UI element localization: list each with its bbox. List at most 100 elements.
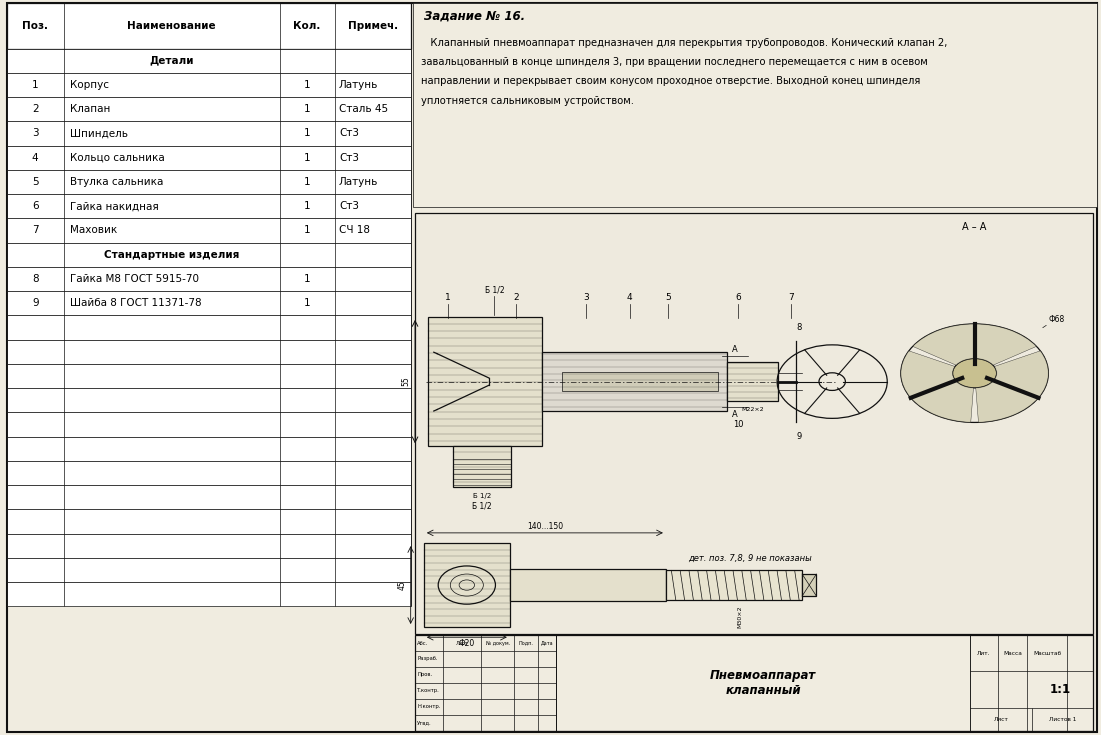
Text: СЧ 18: СЧ 18 xyxy=(339,226,370,235)
Text: Б 1/2: Б 1/2 xyxy=(484,286,504,295)
Bar xyxy=(542,352,727,411)
Bar xyxy=(7,558,411,582)
Text: Латунь: Латунь xyxy=(339,177,379,187)
Text: А – А: А – А xyxy=(962,222,986,232)
Text: 2: 2 xyxy=(513,293,520,302)
Text: 1: 1 xyxy=(304,129,310,138)
Text: дет. поз. 7,8, 9 не показаны: дет. поз. 7,8, 9 не показаны xyxy=(688,554,811,563)
Bar xyxy=(7,582,411,606)
Text: Кол.: Кол. xyxy=(294,21,320,31)
Text: 8: 8 xyxy=(32,274,39,284)
Bar xyxy=(803,574,817,596)
Text: 140...150: 140...150 xyxy=(526,522,563,531)
Bar xyxy=(7,364,411,388)
Bar xyxy=(727,362,778,401)
Text: 45: 45 xyxy=(397,580,406,590)
Text: 6: 6 xyxy=(735,293,741,302)
Bar xyxy=(7,121,411,146)
Text: Лит.: Лит. xyxy=(977,650,991,656)
Text: Корпус: Корпус xyxy=(70,80,109,90)
Text: уплотняется сальниковым устройством.: уплотняется сальниковым устройством. xyxy=(421,96,633,106)
Text: Ф68: Ф68 xyxy=(1048,315,1065,324)
Text: 5: 5 xyxy=(665,293,672,302)
Text: М30×2: М30×2 xyxy=(737,606,742,628)
Text: Лист: Лист xyxy=(993,717,1009,722)
Wedge shape xyxy=(975,351,1048,423)
Text: Пневмоаппарат: Пневмоаппарат xyxy=(710,669,816,682)
Text: 1: 1 xyxy=(304,274,310,284)
Text: 3: 3 xyxy=(32,129,39,138)
Text: Задание № 16.: Задание № 16. xyxy=(424,10,525,23)
Text: 1: 1 xyxy=(304,298,310,308)
Text: направлении и перекрывает своим конусом проходное отверстие. Выходной конец шпин: направлении и перекрывает своим конусом … xyxy=(421,76,920,87)
Bar xyxy=(7,534,411,558)
Bar xyxy=(413,3,1097,207)
Text: Масштаб: Масштаб xyxy=(1033,650,1061,656)
Text: 9: 9 xyxy=(32,298,39,308)
Text: 1: 1 xyxy=(304,177,310,187)
Bar xyxy=(510,569,666,601)
Text: Н.контр.: Н.контр. xyxy=(417,704,440,709)
Bar xyxy=(7,170,411,194)
Text: Ст3: Ст3 xyxy=(339,201,359,211)
Bar xyxy=(7,194,411,218)
Bar xyxy=(424,543,510,627)
Bar xyxy=(415,635,1093,731)
Bar xyxy=(562,372,718,391)
Text: Ф20: Ф20 xyxy=(459,639,475,648)
Text: 8: 8 xyxy=(797,323,803,331)
Text: Разраб.: Разраб. xyxy=(417,656,438,662)
Text: А: А xyxy=(732,409,738,418)
Bar xyxy=(453,446,511,487)
Text: Масса: Масса xyxy=(1003,650,1022,656)
Bar xyxy=(556,635,970,731)
Text: Пров.: Пров. xyxy=(417,673,433,678)
Text: Шпиндель: Шпиндель xyxy=(70,129,129,138)
Text: 1: 1 xyxy=(304,201,310,211)
Text: 2: 2 xyxy=(32,104,39,114)
Bar xyxy=(7,461,411,485)
Text: 9: 9 xyxy=(797,431,803,440)
Text: 7: 7 xyxy=(32,226,39,235)
Text: Детали: Детали xyxy=(150,56,194,65)
Text: 1: 1 xyxy=(32,80,39,90)
Text: Утвд.: Утвд. xyxy=(417,720,432,725)
Circle shape xyxy=(952,359,996,388)
Bar xyxy=(7,49,411,73)
Text: М22×2: М22×2 xyxy=(741,407,764,412)
Text: Маховик: Маховик xyxy=(70,226,118,235)
Text: А: А xyxy=(732,345,738,354)
Bar xyxy=(415,213,1093,634)
Text: 1: 1 xyxy=(304,226,310,235)
Text: 1: 1 xyxy=(445,293,451,302)
Text: 1: 1 xyxy=(304,153,310,162)
Text: 7: 7 xyxy=(788,293,794,302)
Bar xyxy=(7,437,411,461)
Bar xyxy=(7,315,411,340)
Text: Ст3: Ст3 xyxy=(339,129,359,138)
Bar xyxy=(7,509,411,534)
Text: Стандартные изделия: Стандартные изделия xyxy=(105,250,239,259)
Text: Дата: Дата xyxy=(541,640,554,645)
Text: Б 1/2: Б 1/2 xyxy=(472,501,491,510)
Text: Клапанный пневмоаппарат предназначен для перекрытия трубопроводов. Конический кл: Клапанный пневмоаппарат предназначен для… xyxy=(421,38,947,49)
Bar xyxy=(7,218,411,243)
Bar xyxy=(7,267,411,291)
Text: 55: 55 xyxy=(402,377,411,387)
Text: 3: 3 xyxy=(582,293,589,302)
Text: Латунь: Латунь xyxy=(339,80,379,90)
Text: Абс.: Абс. xyxy=(417,640,428,645)
Text: Б 1/2: Б 1/2 xyxy=(472,492,491,498)
Text: Листов 1: Листов 1 xyxy=(1049,717,1076,722)
Text: 4: 4 xyxy=(626,293,633,302)
Text: 5: 5 xyxy=(32,177,39,187)
Text: Клапан: Клапан xyxy=(70,104,111,114)
Text: Подп.: Подп. xyxy=(519,640,534,645)
Text: Кольцо сальника: Кольцо сальника xyxy=(70,153,165,162)
Text: Втулка сальника: Втулка сальника xyxy=(70,177,164,187)
Text: 6: 6 xyxy=(32,201,39,211)
Text: завальцованный в конце шпинделя 3, при вращении последнего перемещается с ним в : завальцованный в конце шпинделя 3, при в… xyxy=(421,57,927,68)
Text: 4: 4 xyxy=(32,153,39,162)
Text: 1: 1 xyxy=(304,80,310,90)
Text: Гайка М8 ГОСТ 5915-70: Гайка М8 ГОСТ 5915-70 xyxy=(70,274,199,284)
